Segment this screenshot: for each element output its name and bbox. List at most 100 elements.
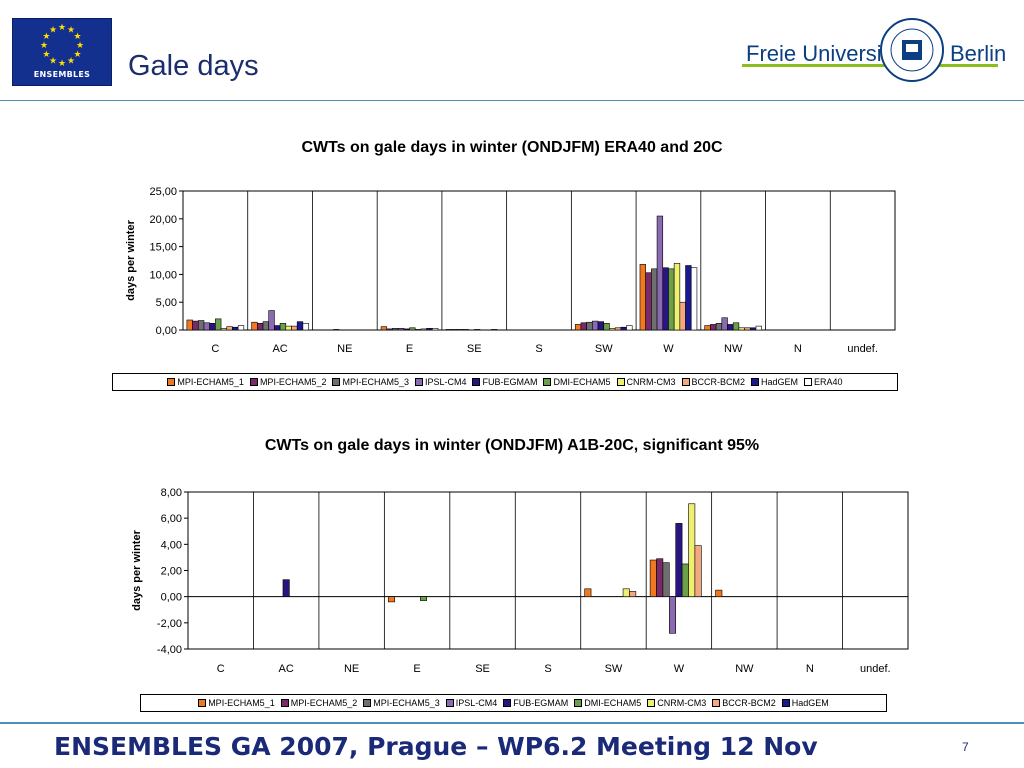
- chart-1-legend-item: BCCR-BCM2: [681, 377, 745, 387]
- university-seal-icon: [880, 18, 944, 82]
- chart-1-bar: [626, 325, 633, 331]
- chart-1-bar: [333, 329, 340, 331]
- chart-1-bar: [215, 318, 222, 331]
- chart-2-x-tick-label: undef.: [860, 663, 891, 675]
- chart-1-plot-area: [182, 190, 896, 331]
- chart-1-legend-item: DMI-ECHAM5: [543, 377, 611, 387]
- chart-2-y-axis-label: days per winter: [131, 529, 143, 610]
- chart-2-legend-item: CNRM-CM3: [647, 698, 706, 708]
- eu-star-icon: ★: [40, 40, 48, 50]
- chart-1-bar: [409, 327, 416, 331]
- chart-2-bar: [681, 563, 689, 597]
- chart-2: -4,00 -2,00 0,00 2,00 4,00 6,00 8,00 C AC NE E SE S S…: [131, 487, 909, 675]
- chart-1-legend-label: MPI-ECHAM5_2: [259, 377, 327, 387]
- chart-1-bar: [721, 317, 728, 331]
- chart-2-bar: [694, 545, 702, 597]
- chart-2-legend-item: MPI-ECHAM5_1: [198, 698, 275, 708]
- chart-1-bar: [603, 323, 610, 331]
- university-city: Berlin: [950, 41, 1007, 66]
- chart-1-legend-swatch: [616, 378, 625, 386]
- chart-2-x-tick-label: E: [413, 663, 420, 675]
- chart-1-y-axis-label: days per winter: [125, 219, 137, 300]
- chart-1-legend-swatch: [681, 378, 690, 386]
- chart-1-bar: [237, 325, 245, 331]
- chart-2-y-tick-label: -4,00: [157, 644, 182, 656]
- university-logo-bar: [742, 64, 998, 67]
- ensembles-logo: ★ ★ ★ ★ ★ ★ ★ ★ ★ ★ ★ ★ ENSEMBLES: [12, 18, 112, 86]
- chart-2-legend-item: HadGEM: [781, 698, 829, 708]
- chart-1-legend-label: FUB-EGMAM: [482, 377, 538, 387]
- chart-1-legend-swatch: [167, 378, 176, 386]
- chart-2-bar: [649, 559, 657, 597]
- chart-2-legend-label: IPSL-CM4: [455, 698, 498, 708]
- chart-2-y-tick-label: 0,00: [161, 592, 182, 604]
- chart-1-bar: [268, 310, 275, 331]
- chart-2-legend-swatch: [647, 699, 656, 707]
- chart-2-bar: [675, 523, 683, 597]
- chart-2-legend-label: CNRM-CM3: [657, 698, 707, 708]
- chart-1-legend-label: DMI-ECHAM5: [553, 377, 611, 387]
- chart-1-x-tick-label: N: [794, 343, 802, 355]
- chart-1-legend-item: FUB-EGMAM: [472, 377, 537, 387]
- eu-star-icon: ★: [42, 49, 50, 59]
- chart-2-legend-item: MPI-ECHAM5_2: [280, 698, 357, 708]
- chart-1-x-tick-label: NE: [337, 343, 352, 355]
- chart-1-bar: [491, 329, 498, 331]
- chart-2-legend-swatch: [198, 699, 207, 707]
- chart-2-x-tick-label: W: [674, 663, 685, 675]
- chart-1-y-tick-label: 25,00: [149, 186, 177, 198]
- chart-1-bar: [690, 267, 698, 331]
- chart-2-legend-label: HadGEM: [791, 698, 829, 708]
- eu-stars-icon: ★ ★★★★★★★★★★★: [40, 22, 84, 68]
- chart-1-legend-swatch: [249, 378, 258, 386]
- chart-2-legend-swatch: [712, 699, 721, 707]
- chart-2-legend-label: BCCR-BCM2: [722, 698, 776, 708]
- chart-2-bar: [419, 596, 427, 601]
- eu-star-icon: ★: [76, 40, 84, 50]
- chart-2-bar: [584, 588, 592, 597]
- chart-2-legend-item: BCCR-BCM2: [712, 698, 776, 708]
- chart-2-x-tick-label: SE: [475, 663, 490, 675]
- chart-2-legend-item: DMI-ECHAM5: [574, 698, 641, 708]
- chart-1-legend-swatch: [543, 378, 552, 386]
- chart-1-legend: MPI-ECHAM5_1 MPI-ECHAM5_2 MPI-ECHAM5_3 IPSL…: [112, 373, 898, 391]
- chart-1-legend-label: MPI-ECHAM5_1: [177, 377, 244, 387]
- chart-2-bar: [656, 558, 664, 597]
- chart-2-legend-item: IPSL-CM4: [445, 698, 498, 708]
- chart-2-plot-area: [187, 491, 909, 650]
- chart-1-legend-item: ERA40: [804, 377, 843, 387]
- chart-2-x-tick-label: SW: [605, 663, 623, 675]
- chart-2-legend-item: MPI-ECHAM5_3: [363, 698, 440, 708]
- chart-1-bar: [432, 328, 439, 331]
- chart-1-bar: [732, 322, 740, 331]
- chart-2-x-tick-label: N: [806, 663, 814, 675]
- slide-title: Gale days: [128, 50, 259, 82]
- eu-star-icon: ★: [58, 58, 66, 68]
- chart-2-x-tick-label: AC: [279, 663, 294, 675]
- chart-2-y-tick-label: 8,00: [161, 487, 182, 499]
- chart-2-legend-swatch: [503, 699, 512, 707]
- chart-2-title: CWTs on gale days in winter (ONDJFM) A1B…: [264, 437, 760, 454]
- chart-2-legend-label: MPI-ECHAM5_3: [373, 698, 440, 708]
- header-divider: [0, 100, 1024, 101]
- chart-1-x-tick-label: SW: [595, 343, 613, 355]
- chart-2-legend-swatch: [363, 699, 372, 707]
- chart-2-legend-swatch: [280, 699, 289, 707]
- chart-2-x-tick-label: NE: [344, 663, 359, 675]
- chart-2-bar: [669, 596, 677, 634]
- footer-divider: [0, 722, 1024, 724]
- chart-1: 0,00 5,00 10,00 15,00 20,00 25,00 C AC NE E SE S SW W…: [125, 186, 896, 355]
- chart-1-legend-label: IPSL-CM4: [424, 377, 467, 387]
- chart-1-legend-item: MPI-ECHAM5_3: [332, 377, 409, 387]
- chart-2-y-tick-label: -2,00: [157, 618, 182, 630]
- chart-1-legend-swatch: [472, 378, 481, 386]
- eu-star-icon: ★: [67, 56, 75, 66]
- chart-1-legend-label: MPI-ECHAM5_3: [342, 377, 409, 387]
- eu-star-icon: ★: [58, 22, 66, 32]
- chart-2-legend: MPI-ECHAM5_1 MPI-ECHAM5_2 MPI-ECHAM5_3 IPSL…: [140, 694, 887, 712]
- chart-2-legend-swatch: [445, 699, 454, 707]
- chart-2-x-tick-label: NW: [735, 663, 754, 675]
- chart-1-x-tick-label: E: [406, 343, 413, 355]
- chart-2-y-tick-label: 6,00: [161, 513, 182, 525]
- chart-1-y-tick-label: 5,00: [156, 297, 177, 309]
